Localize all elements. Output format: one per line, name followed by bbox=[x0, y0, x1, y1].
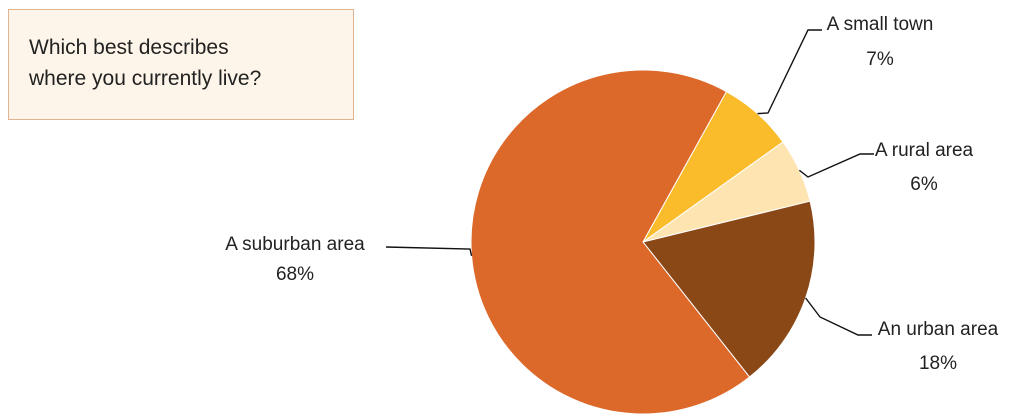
slice-label-a-suburban-area: A suburban area bbox=[225, 234, 365, 255]
chart-title-line-1: Which best describes bbox=[29, 36, 229, 59]
slice-label-a-rural-area: A rural area bbox=[875, 140, 974, 161]
chart-title: Which best describes where you currently… bbox=[8, 9, 354, 120]
leader-line-a-small-town bbox=[757, 29, 822, 115]
slice-label-an-urban-area: An urban area bbox=[878, 319, 999, 340]
pie-slice-a-suburban-area bbox=[470, 69, 751, 415]
leader-line-a-rural-area bbox=[798, 153, 874, 178]
chart-title-line-2: where you currently live? bbox=[29, 67, 262, 90]
slice-percent-a-rural-area: 6% bbox=[910, 174, 938, 195]
slice-percent-a-small-town: 7% bbox=[866, 49, 894, 70]
pie-slice-an-urban-area bbox=[642, 200, 816, 378]
slice-percent-a-suburban-area: 68% bbox=[276, 264, 314, 285]
leader-line-a-suburban-area bbox=[385, 246, 473, 257]
leader-line-an-urban-area bbox=[805, 297, 872, 336]
slice-label-a-small-town: A small town bbox=[827, 14, 934, 35]
slice-percent-an-urban-area: 18% bbox=[919, 353, 957, 374]
